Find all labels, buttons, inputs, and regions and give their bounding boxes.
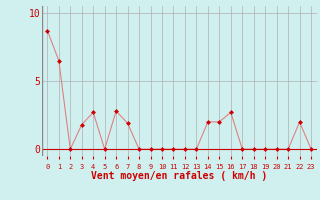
X-axis label: Vent moyen/en rafales ( km/h ): Vent moyen/en rafales ( km/h ) (91, 171, 267, 181)
